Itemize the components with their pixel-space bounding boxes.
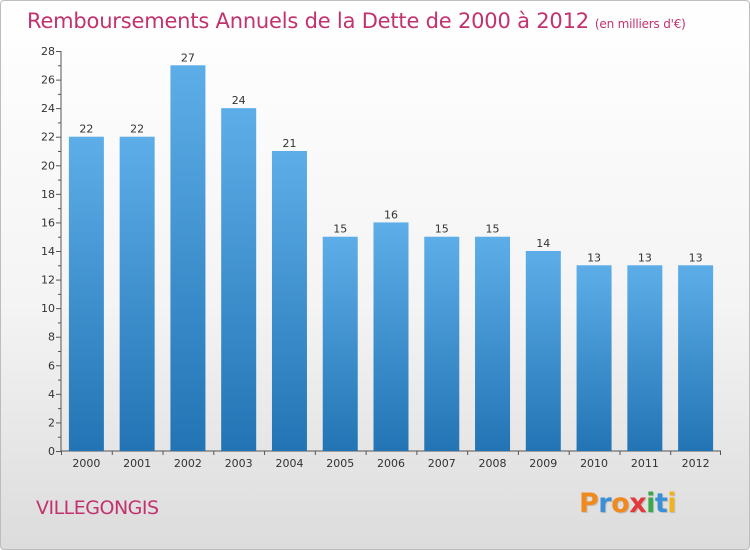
bar-value-label: 22 <box>130 123 144 136</box>
bar-value-label: 13 <box>638 251 652 264</box>
bar <box>221 108 257 452</box>
bar <box>475 236 511 451</box>
bar-value-label: 27 <box>181 51 195 64</box>
x-tick-label: 2010 <box>580 457 608 470</box>
chart-title-text: Remboursements Annuels de la Dette de 20… <box>27 9 589 33</box>
x-tick-label: 2001 <box>123 457 151 470</box>
x-tick-label: 2008 <box>479 457 507 470</box>
bar <box>119 136 155 451</box>
y-tick-label: 28 <box>41 45 55 58</box>
y-tick-label: 16 <box>41 216 55 229</box>
x-tick-label: 2007 <box>428 457 456 470</box>
y-tick-label: 14 <box>41 245 55 258</box>
logo-letter: t <box>654 488 668 519</box>
x-tick-label: 2012 <box>682 457 710 470</box>
bar-value-label: 24 <box>232 94 246 107</box>
y-tick-label: 8 <box>48 331 55 344</box>
x-tick-label: 2000 <box>72 457 100 470</box>
logo-letter: P <box>579 488 599 519</box>
y-tick-label: 20 <box>41 159 55 172</box>
bar <box>373 222 409 451</box>
y-tick-label: 24 <box>41 102 55 115</box>
y-tick-label: 18 <box>41 188 55 201</box>
x-axis: 2000 2001 2002 2003 2004 2005 2006 2007 2008 2009… <box>61 451 721 470</box>
bar-value-label: 14 <box>536 237 550 250</box>
bar <box>424 236 460 451</box>
bar-value-label: 13 <box>689 251 703 264</box>
bar-value-label: 13 <box>587 251 601 264</box>
x-tick-label: 2002 <box>174 457 202 470</box>
bar <box>525 251 561 451</box>
x-tick-label: 2009 <box>529 457 557 470</box>
bar-value-label: 16 <box>384 208 398 221</box>
y-tick-label: 10 <box>41 302 55 315</box>
proxiti-logo: Proxiti <box>579 488 677 519</box>
logo-letter: x <box>629 488 647 519</box>
bar <box>322 236 358 451</box>
logo-letter: i <box>646 488 655 519</box>
x-tick-label: 2006 <box>377 457 405 470</box>
y-tick-label: 22 <box>41 131 55 144</box>
bar <box>576 265 612 451</box>
place-name: VILLEGONGIS <box>36 497 159 519</box>
y-tick-label: 26 <box>41 74 55 87</box>
bar <box>68 136 104 451</box>
bar-value-label: 15 <box>435 223 449 236</box>
x-tick-label: 2011 <box>631 457 659 470</box>
y-tick-label: 2 <box>48 416 55 429</box>
x-tick-label: 2003 <box>225 457 253 470</box>
bar-value-label: 15 <box>333 223 347 236</box>
y-tick-label: 0 <box>48 445 55 458</box>
logo-letter: i <box>667 488 677 519</box>
chart-subtitle: (en milliers d'€) <box>594 17 686 31</box>
chart-title: Remboursements Annuels de la Dette de 20… <box>27 9 686 33</box>
x-tick-label: 2004 <box>275 457 303 470</box>
y-tick-label: 12 <box>41 274 55 287</box>
bar-value-label: 22 <box>79 123 93 136</box>
bar <box>170 65 206 452</box>
bar <box>271 151 307 451</box>
bar <box>627 265 663 451</box>
y-tick-label: 6 <box>48 359 55 372</box>
bar-value-label: 15 <box>486 223 500 236</box>
y-tick-label: 4 <box>48 388 55 401</box>
bars: 22 22 27 24 21 15 16 15 15 14 13 13 13 <box>68 51 714 452</box>
bar <box>678 265 714 451</box>
bar-value-label: 21 <box>282 137 296 150</box>
x-tick-label: 2005 <box>326 457 354 470</box>
logo-letter: r <box>598 488 612 519</box>
logo-letter: o <box>611 488 630 519</box>
